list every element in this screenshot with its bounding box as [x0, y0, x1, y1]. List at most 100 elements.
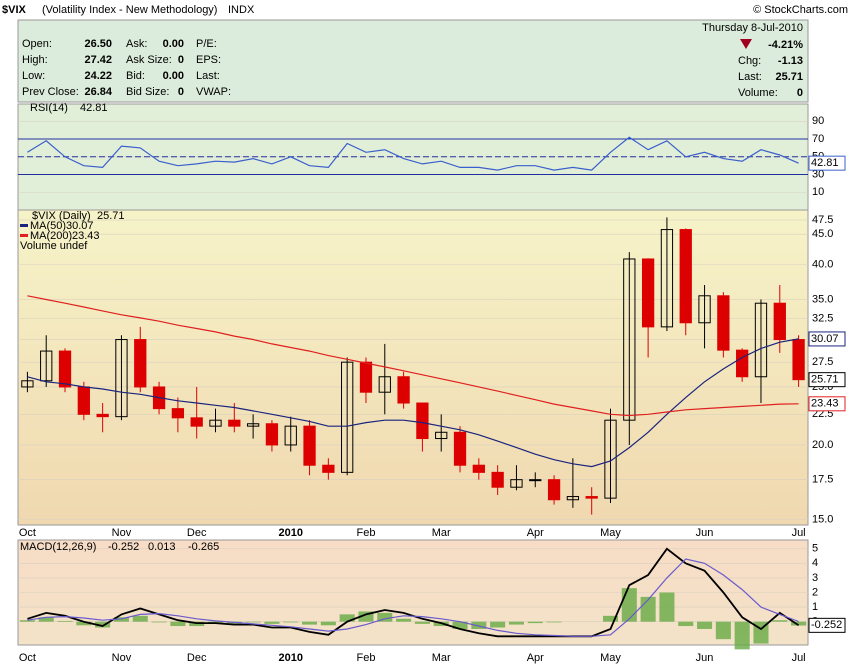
candle-body	[322, 464, 335, 473]
candle-body	[435, 431, 448, 440]
value-tag-label: 23.43	[811, 398, 839, 410]
quote-cell: Open:	[22, 38, 52, 50]
candle-body	[773, 302, 786, 341]
histogram-bar	[113, 617, 129, 622]
histogram-bar	[95, 621, 111, 628]
quote-cell: Prev Close:	[22, 86, 79, 98]
quote-cell: 26.84	[84, 86, 112, 98]
x-tick-label: Jun	[696, 652, 714, 664]
y-tick-label: 35.0	[812, 293, 833, 305]
histogram-bar	[546, 621, 562, 623]
x-tick-label: Mar	[432, 527, 451, 539]
y-tick-label: 17.5	[812, 474, 833, 486]
series-line	[27, 558, 799, 637]
price-panel	[17, 209, 809, 526]
histogram-bar	[132, 615, 148, 622]
histogram-bar	[57, 620, 73, 622]
legend-label: $VIX (Daily)	[32, 210, 91, 222]
x-tick-label: Mar	[432, 652, 451, 664]
quote-cell: 0	[178, 86, 184, 98]
y-tick-label: 4	[812, 557, 818, 569]
candle-body	[679, 229, 692, 324]
value-tag	[808, 155, 846, 171]
candle-body	[134, 339, 147, 388]
quote-cell: 27.42	[84, 54, 112, 66]
legend-swatch	[20, 234, 28, 237]
x-tick-label: Feb	[356, 652, 375, 664]
quote-cell: Ask:	[126, 38, 147, 50]
value-tag-label: 25.71	[811, 374, 839, 386]
y-tick-label: 45.0	[812, 228, 833, 240]
candle-body	[453, 431, 467, 466]
quote-cell: 0.00	[163, 38, 184, 50]
y-tick-label: 15.0	[812, 514, 833, 526]
x-tick-label: Oct	[19, 527, 36, 539]
candle-body	[96, 413, 109, 418]
histogram-bar	[715, 621, 731, 640]
quote-cell: Bid Size:	[126, 86, 169, 98]
candle-body	[171, 408, 185, 419]
x-tick-label: Feb	[356, 527, 375, 539]
histogram-bar	[358, 611, 374, 622]
x-tick-label: Apr	[527, 527, 544, 539]
candle-body	[641, 258, 655, 328]
quote-cell: Bid:	[126, 70, 145, 82]
histogram-bar	[697, 621, 713, 629]
histogram-bar	[38, 617, 54, 622]
histogram-bar	[527, 621, 543, 624]
candle-body	[341, 361, 354, 473]
legend-value: 30.07	[66, 220, 94, 232]
candle-body	[547, 479, 561, 501]
quote-cell: VWAP:	[196, 86, 231, 98]
legend-value: 42.81	[80, 102, 108, 114]
histogram-bar	[170, 621, 186, 627]
legend-label: RSI(14)	[30, 102, 68, 114]
quote-cell: 0.00	[163, 70, 184, 82]
legend-value: -0.252	[108, 541, 139, 553]
candle-body	[397, 376, 410, 404]
quote-cell: Last:	[196, 70, 220, 82]
candle-body	[660, 229, 674, 328]
legend-label: MA(200)	[30, 230, 72, 242]
quote-cell: 26.50	[84, 38, 112, 50]
histogram-bar	[452, 621, 468, 629]
histogram-bar	[396, 618, 412, 622]
quote-cell: 0	[178, 54, 184, 66]
histogram-bar	[414, 621, 430, 624]
y-tick-label: 27.5	[812, 356, 833, 368]
candle-body	[792, 339, 805, 381]
legend-value: -0.265	[188, 541, 219, 553]
x-tick-label: Oct	[19, 652, 36, 664]
quote-label: Last:	[738, 71, 762, 83]
candle-body	[284, 425, 297, 446]
y-tick-label: 3	[812, 572, 818, 584]
x-tick-label: Nov	[112, 527, 132, 539]
legend-value: 25.71	[97, 210, 125, 222]
candle-body	[585, 496, 598, 499]
candle-body	[40, 350, 53, 382]
quote-box	[17, 19, 809, 103]
layer: $VIX (Volatility Index - New Methodology)…	[2, 4, 848, 664]
histogram-bar	[19, 620, 35, 622]
legend-label: MACD(12,26,9)	[20, 541, 96, 553]
series-line	[27, 136, 799, 171]
x-tick-label: 2010	[278, 527, 302, 539]
histogram-bar	[377, 612, 393, 622]
candle-body	[209, 419, 222, 427]
exchange: INDX	[228, 4, 255, 16]
x-tick-label: Dec	[187, 527, 207, 539]
candle-body	[717, 295, 730, 351]
name: (Volatility Index - New Methodology)	[42, 4, 217, 16]
histogram-bar	[734, 621, 750, 650]
legend-label: Volume undef	[20, 240, 88, 252]
y-tick-label: 70	[812, 133, 824, 145]
ma-line	[27, 295, 799, 417]
candle-body	[228, 419, 241, 427]
quote-value: 0	[797, 87, 803, 99]
candle-body	[190, 417, 203, 427]
quote-label: Volume:	[738, 87, 778, 99]
candle-body	[303, 425, 316, 466]
candle-body	[378, 376, 391, 393]
y-tick-label: 90	[812, 115, 824, 127]
